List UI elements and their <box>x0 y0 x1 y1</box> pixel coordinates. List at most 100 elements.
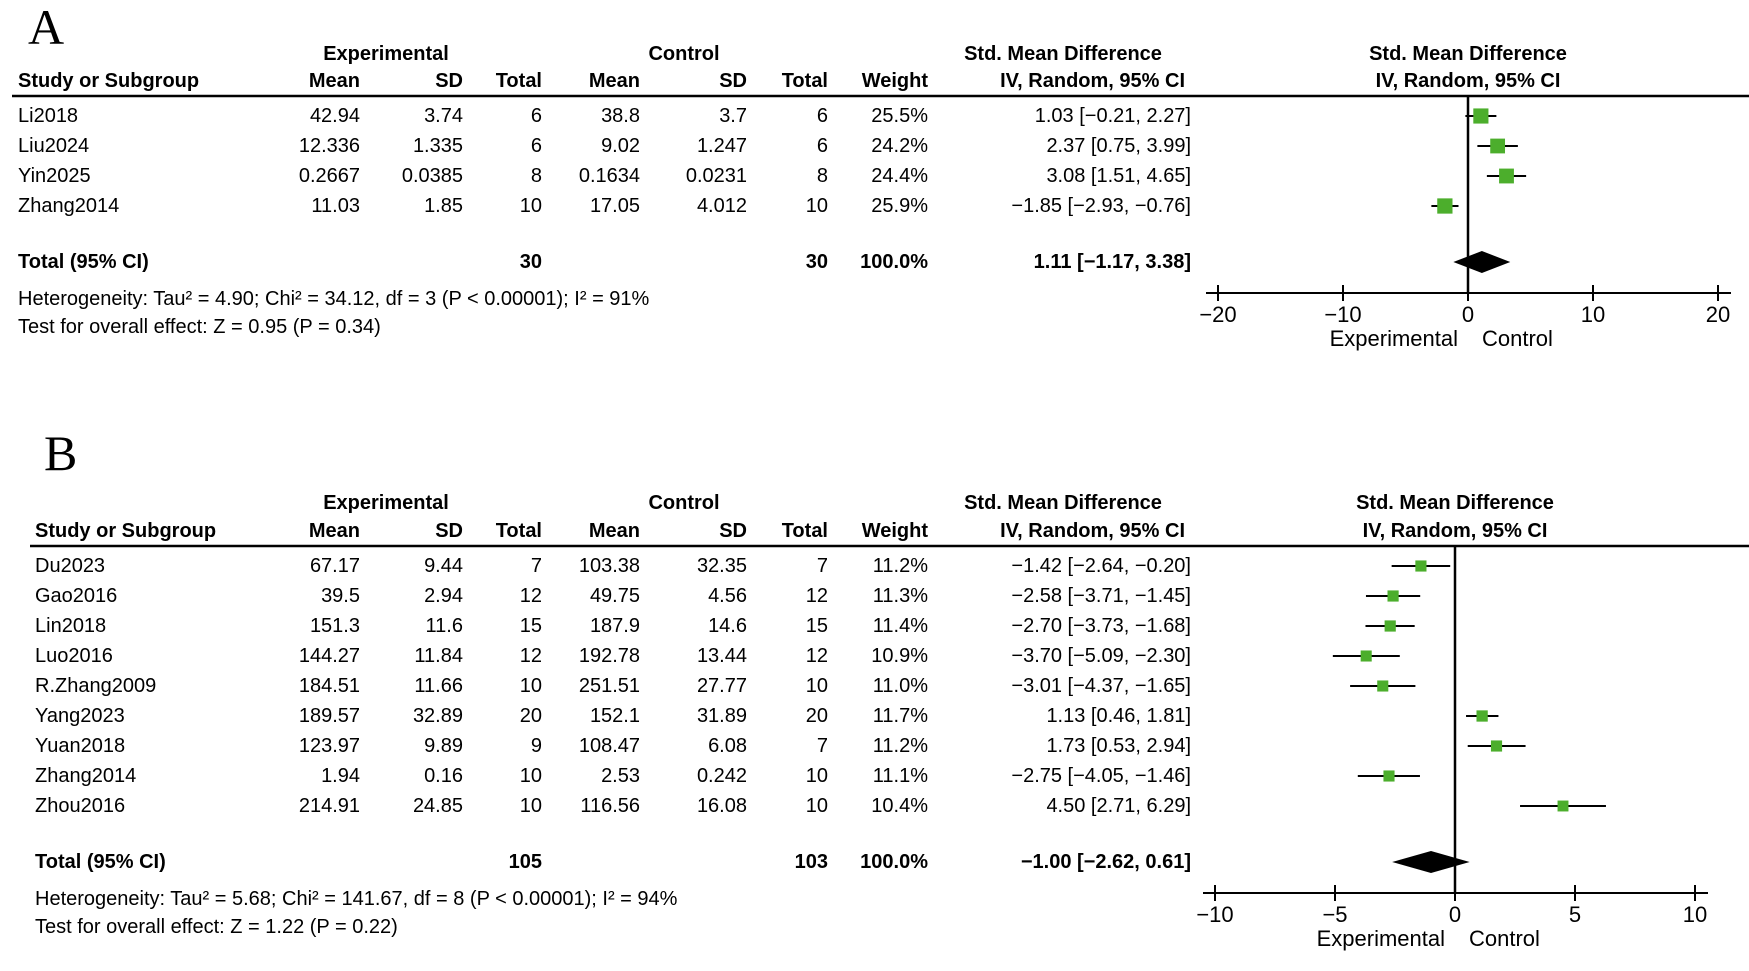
weight-value: 25.9% <box>871 195 928 217</box>
ci-text: 2.37 [0.75, 3.99] <box>1046 135 1191 157</box>
ci-text: 1.73 [0.53, 2.94] <box>1046 735 1191 757</box>
column-header-weight: Weight <box>861 520 928 542</box>
axis-tick-label: 0 <box>1449 902 1461 927</box>
mean-exp-value: 1.94 <box>321 765 360 787</box>
total-exp-value: 9 <box>530 735 542 757</box>
total-ci-text: 1.11 [−1.17, 3.38] <box>1033 251 1191 273</box>
study-name: Luo2016 <box>35 645 113 667</box>
total-weight: 100.0% <box>860 851 928 873</box>
sd-ctrl-value: 4.56 <box>708 585 747 607</box>
total-ctrl-value: 6 <box>816 105 828 127</box>
sd-exp-value: 11.66 <box>414 675 463 697</box>
sd-exp-value: 9.89 <box>424 735 463 757</box>
group-header-experimental: Experimental <box>323 492 449 514</box>
mean-exp-value: 214.91 <box>298 795 360 817</box>
sd-ctrl-value: 4.012 <box>696 195 747 217</box>
plot-header-ci: IV, Random, 95% CI <box>1375 70 1561 92</box>
study-name: Gao2016 <box>35 585 118 607</box>
effect-marker <box>1473 108 1489 124</box>
effect-marker <box>1377 680 1389 692</box>
sd-ctrl-value: 31.89 <box>696 705 747 727</box>
weight-value: 11.3% <box>872 585 928 607</box>
sd-exp-value: 32.89 <box>412 705 463 727</box>
total-row-label: Total (95% CI) <box>18 251 149 273</box>
total-ctrl-value: 12 <box>805 585 828 607</box>
weight-value: 10.4% <box>871 795 928 817</box>
column-header-ci: IV, Random, 95% CI <box>1000 70 1185 92</box>
overall-effect-text: Test for overall effect: Z = 0.95 (P = 0… <box>18 316 381 338</box>
ci-text: −1.42 [−2.64, −0.20] <box>1011 555 1191 577</box>
ci-text: −3.70 [−5.09, −2.30] <box>1011 645 1191 667</box>
total-exp-value: 8 <box>530 165 542 187</box>
effect-marker <box>1499 168 1514 184</box>
sd-exp-value: 3.74 <box>424 105 463 127</box>
study-name: Li2018 <box>18 105 79 127</box>
column-header-total-exp: Total <box>495 520 542 542</box>
sd-exp-value: 11.84 <box>414 645 463 667</box>
study-name: Lin2018 <box>35 615 107 637</box>
sd-ctrl-value: 16.08 <box>696 795 747 817</box>
column-header-total-exp: Total <box>495 70 542 92</box>
mean-ctrl-value: 38.8 <box>601 105 640 127</box>
mean-exp-value: 39.5 <box>321 585 360 607</box>
ci-text: −2.58 [−3.71, −1.45] <box>1011 585 1191 607</box>
sd-exp-value: 0.0385 <box>401 165 463 187</box>
plot-header-smd: Std. Mean Difference <box>1369 43 1567 65</box>
sd-ctrl-value: 27.77 <box>696 675 747 697</box>
sd-ctrl-value: 13.44 <box>696 645 747 667</box>
effect-marker <box>1415 560 1427 572</box>
group-header-smd: Std. Mean Difference <box>964 43 1162 65</box>
column-header-sd-ctrl: SD <box>719 70 747 92</box>
plot-header-smd: Std. Mean Difference <box>1356 492 1554 514</box>
weight-value: 24.4% <box>871 165 928 187</box>
weight-value: 11.7% <box>872 705 928 727</box>
group-header-smd: Std. Mean Difference <box>964 492 1162 514</box>
total-exp-value: 6 <box>530 135 542 157</box>
column-header-ci: IV, Random, 95% CI <box>1000 520 1185 542</box>
heterogeneity-text: Heterogeneity: Tau² = 5.68; Chi² = 141.6… <box>35 888 678 910</box>
total-exp-value: 12 <box>519 585 542 607</box>
effect-marker <box>1490 138 1506 154</box>
total-ctrl-value: 10 <box>805 795 828 817</box>
axis-tick-label: −20 <box>1199 302 1236 327</box>
mean-ctrl-value: 152.1 <box>589 705 640 727</box>
total-ctrl-value: 15 <box>805 615 828 637</box>
sd-ctrl-value: 0.242 <box>696 765 747 787</box>
study-name: R.Zhang2009 <box>35 675 157 697</box>
total-exp-value: 10 <box>519 795 542 817</box>
column-header-sd-exp: SD <box>435 520 463 542</box>
total-row-label: Total (95% CI) <box>35 851 166 873</box>
plot-header-ci: IV, Random, 95% CI <box>1362 520 1548 542</box>
ci-text: 4.50 [2.71, 6.29] <box>1046 795 1191 817</box>
total-ctrl-value: 20 <box>805 705 828 727</box>
pooled-diamond <box>1392 851 1470 873</box>
weight-value: 24.2% <box>871 135 928 157</box>
weight-value: 11.0% <box>872 675 928 697</box>
weight-value: 25.5% <box>871 105 928 127</box>
heterogeneity-text: Heterogeneity: Tau² = 4.90; Chi² = 34.12… <box>18 288 650 310</box>
axis-tick-label: 5 <box>1569 902 1581 927</box>
effect-marker <box>1437 198 1453 214</box>
weight-value: 11.2% <box>872 555 928 577</box>
total-ctrl-value: 7 <box>816 555 828 577</box>
column-header-mean-ctrl: Mean <box>588 70 640 92</box>
effect-marker <box>1360 650 1372 662</box>
total-ci-text: −1.00 [−2.62, 0.61] <box>1020 851 1191 873</box>
sd-ctrl-value: 32.35 <box>696 555 747 577</box>
mean-ctrl-value: 251.51 <box>578 675 640 697</box>
mean-ctrl-value: 116.56 <box>580 795 640 817</box>
mean-exp-value: 0.2667 <box>298 165 360 187</box>
column-header-mean-ctrl: Mean <box>588 520 640 542</box>
column-header-sd-exp: SD <box>435 70 463 92</box>
mean-ctrl-value: 49.75 <box>589 585 640 607</box>
effect-marker <box>1476 710 1488 722</box>
weight-value: 11.4% <box>872 615 928 637</box>
weight-value: 11.1% <box>872 765 928 787</box>
sd-exp-value: 0.16 <box>424 765 463 787</box>
study-name: Yin2025 <box>18 165 91 187</box>
mean-ctrl-value: 9.02 <box>601 135 640 157</box>
column-header-sd-ctrl: SD <box>719 520 747 542</box>
mean-ctrl-value: 0.1634 <box>578 165 640 187</box>
group-header-control: Control <box>648 43 720 65</box>
